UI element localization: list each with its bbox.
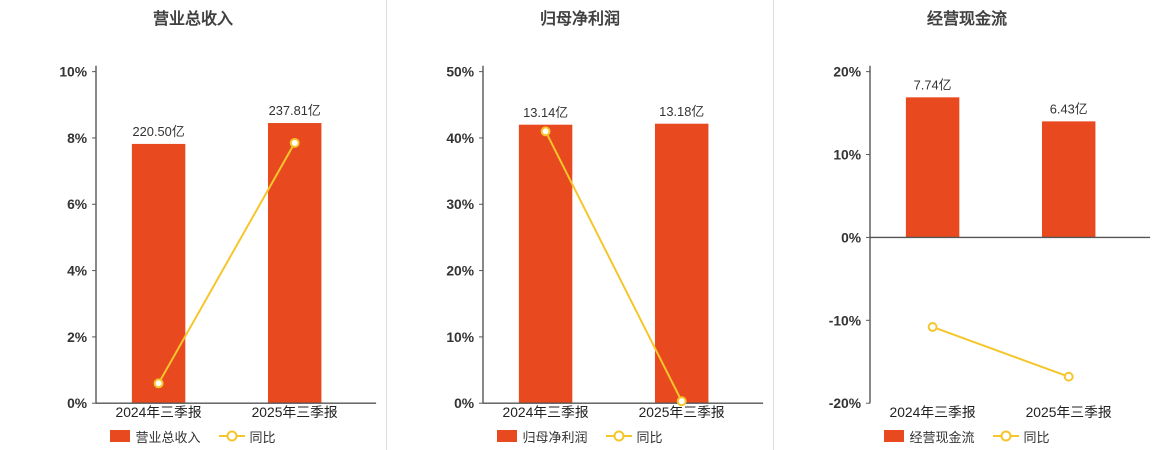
bar-value-label: 237.81亿 <box>269 103 321 118</box>
yoy-line <box>932 326 1070 378</box>
bar-value-label: 6.43亿 <box>1050 101 1088 116</box>
bar <box>131 143 186 404</box>
y-tick-label: 10% <box>833 146 861 162</box>
bar <box>1041 121 1096 238</box>
y-tick-label: 0% <box>841 229 861 245</box>
legend-label-line: 同比 <box>1023 429 1050 445</box>
panel-net-profit: 归母净利润 0% 10% 20% 30% 40% 50% 13.14亿 13.18亿 2024年… <box>386 0 773 450</box>
legend-item-line[interactable]: 同比 <box>218 427 276 446</box>
y-tick-label: 2% <box>67 329 87 345</box>
y-tick-label: 8% <box>67 130 87 146</box>
legend-label-line: 同比 <box>249 429 276 445</box>
y-tick-label: 0% <box>67 395 87 411</box>
x-category-label: 2024年三季报 <box>503 404 589 420</box>
legend-label-bar: 归母净利润 <box>522 429 588 445</box>
y-tick-label: 20% <box>446 263 474 279</box>
yoy-point <box>1063 371 1074 382</box>
bar-swatch-icon <box>110 430 131 442</box>
x-category-label: 2025年三季报 <box>639 404 725 420</box>
y-tick-label: -10% <box>829 312 861 328</box>
x-category-label: 2024年三季报 <box>890 404 976 420</box>
yoy-point <box>540 126 551 137</box>
x-category-label: 2025年三季报 <box>252 404 338 420</box>
chart-title-revenue: 营业总收入 <box>152 11 233 28</box>
bar-swatch-icon <box>884 430 905 442</box>
legend-label-bar: 经营现金流 <box>909 429 975 445</box>
legend-item-line[interactable]: 同比 <box>992 427 1050 446</box>
panel-cash-flow: 经营现金流 -20% -10% 0% 10% 20% 7.74亿 6.43亿 2024年三季报… <box>773 0 1160 450</box>
y-tick-label: 20% <box>833 64 861 80</box>
y-tick-label: 40% <box>446 130 474 146</box>
yoy-point <box>289 137 300 148</box>
x-category-label: 2025年三季报 <box>1026 404 1112 420</box>
legend-item-bar[interactable]: 经营现金流 <box>884 427 975 446</box>
bar <box>518 124 573 404</box>
y-tick-label: -20% <box>829 395 861 411</box>
y-tick-label: 6% <box>67 196 87 212</box>
legend-label-line: 同比 <box>636 429 663 445</box>
bar <box>267 123 322 404</box>
chart-title-cash-flow: 经营现金流 <box>926 11 1007 28</box>
yoy-point <box>927 322 938 332</box>
bar-value-label: 13.18亿 <box>659 104 704 119</box>
line-swatch-icon <box>992 435 1019 437</box>
x-category-label: 2024年三季报 <box>116 404 202 420</box>
legend-item-bar[interactable]: 营业总收入 <box>110 427 201 446</box>
bar-value-label: 7.74亿 <box>914 77 952 92</box>
y-tick-label: 10% <box>446 329 474 345</box>
revenue-chart: 0% 2% 4% 6% 8% 10% 220.50亿 237.81亿 2024年三季报 2025年… <box>59 64 377 420</box>
legend-item-bar[interactable]: 归母净利润 <box>497 427 588 446</box>
yoy-point <box>153 378 164 389</box>
line-swatch-icon <box>218 435 245 437</box>
y-tick-label: 50% <box>446 64 474 80</box>
y-tick-label: 4% <box>67 263 87 279</box>
bar-value-label: 220.50亿 <box>133 124 185 139</box>
bar-swatch-icon <box>497 430 518 442</box>
yoy-line <box>157 142 296 384</box>
panel-revenue: 营业总收入 0% 2% 4% 6% 8% 10% 220.50亿 237.81亿 2024年三季… <box>0 0 386 450</box>
cash-flow-chart: -20% -10% 0% 10% 20% 7.74亿 6.43亿 2024年三季报 2025年三… <box>829 64 1151 420</box>
yoy-point <box>676 396 687 407</box>
bar <box>654 123 709 404</box>
legend-net-profit: 归母净利润 同比 <box>387 424 773 448</box>
bar-value-label: 13.14亿 <box>523 105 568 120</box>
net-profit-chart: 0% 10% 20% 30% 40% 50% 13.14亿 13.18亿 2024年三季报 202… <box>446 64 764 420</box>
y-tick-label: 10% <box>59 64 87 80</box>
legend-label-bar: 营业总收入 <box>135 429 201 445</box>
chart-title-net-profit: 归母净利润 <box>539 11 620 28</box>
legend-cash-flow: 经营现金流 同比 <box>774 424 1160 448</box>
line-swatch-icon <box>605 435 632 437</box>
y-tick-label: 30% <box>446 196 474 212</box>
bar <box>905 97 960 238</box>
legend-revenue: 营业总收入 同比 <box>0 424 386 448</box>
yoy-line <box>544 130 683 402</box>
y-tick-label: 0% <box>454 395 474 411</box>
legend-item-line[interactable]: 同比 <box>605 427 663 446</box>
